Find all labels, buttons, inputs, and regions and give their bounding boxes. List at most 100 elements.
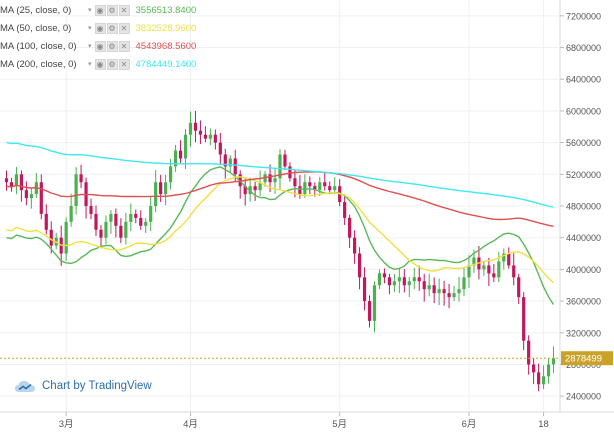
candle [268,174,272,183]
visibility-toggle-icon[interactable]: ◉ [94,22,106,34]
candle [188,122,193,135]
candle [392,281,396,286]
candle [173,150,178,167]
legend-row: MA (200, close, 0) ▾ ◉ ⚙ ✕ 4784449.1400 [0,57,196,71]
settings-gear-icon[interactable]: ⚙ [106,58,118,70]
candle [507,253,511,266]
candle [74,174,78,206]
price-tick-label: 4000000 [566,265,601,275]
candle [546,364,551,377]
close-icon[interactable]: ✕ [118,40,130,52]
candle [178,150,183,159]
settings-gear-icon[interactable]: ⚙ [106,22,118,34]
candle [333,186,337,191]
candle [149,206,153,222]
candle [407,281,411,286]
chevron-down-icon[interactable]: ▾ [88,43,92,50]
candle [462,277,466,290]
candle [119,225,123,238]
candle [283,154,287,167]
candle [348,217,352,238]
candle [522,297,526,341]
candle [223,154,227,167]
candle [387,277,392,286]
candle [551,358,556,365]
tradingview-watermark[interactable]: Chart by TradingView [14,378,152,394]
candle [343,202,347,218]
legend-value: 4784449.1400 [135,58,197,70]
legend-name: MA (50, close, 0) [0,22,72,34]
ma-line [6,176,554,284]
legend-name: MA (100, close, 0) [0,40,77,52]
candle [114,213,118,226]
candle [402,277,406,286]
candle [19,174,24,191]
candle [527,340,531,365]
tradingview-cloud-icon [15,381,35,392]
legend-row: MA (50, close, 0) ▾ ◉ ⚙ ✕ 3832528.9600 [0,21,196,35]
candle [129,213,133,222]
chevron-down-icon[interactable]: ▾ [88,25,92,32]
candle [253,186,257,191]
candle [377,273,382,286]
close-icon[interactable]: ✕ [118,58,130,70]
candle [124,221,128,238]
time-tick-label: 5月 [332,419,347,430]
visibility-toggle-icon[interactable]: ◉ [94,58,106,70]
candle [99,229,103,238]
candle [154,182,158,206]
legend-value: 4543968.5600 [135,40,197,52]
candle [193,122,198,131]
candle [64,221,68,254]
price-tick-label: 2400000 [566,392,601,402]
candle [44,213,48,230]
candle [183,134,188,159]
candle [432,285,436,294]
candle [258,182,262,191]
chevron-down-icon[interactable]: ▾ [88,7,92,14]
candle [293,178,297,187]
candle [238,174,242,187]
candle [218,142,222,155]
candle [422,281,426,290]
candle [228,158,232,167]
candle [472,257,476,266]
candle [198,130,203,135]
visibility-toggle-icon[interactable]: ◉ [94,4,106,16]
candle [502,253,506,262]
candle [412,277,416,282]
close-icon[interactable]: ✕ [118,22,130,34]
legend-name: MA (200, close, 0) [0,58,77,70]
candle [457,289,461,294]
candle [447,293,451,298]
candle [104,221,108,238]
time-tick-label: 6月 [462,419,477,430]
candle [303,182,307,195]
legend-value: 3832528.9600 [135,22,197,34]
candle [24,190,28,199]
candle [49,229,53,246]
candle [397,277,401,282]
candle [233,158,237,175]
close-icon[interactable]: ✕ [118,4,130,16]
price-tick-label: 6000000 [566,106,601,116]
price-tick-label: 6400000 [566,75,601,85]
visibility-toggle-icon[interactable]: ◉ [94,40,106,52]
candle [497,261,501,278]
candle [442,289,446,294]
candle [313,186,317,191]
candle [203,134,208,139]
settings-gear-icon[interactable]: ⚙ [106,4,118,16]
candle [139,217,143,226]
candle [213,134,217,143]
candle [467,265,471,278]
candle [367,301,372,321]
chevron-down-icon[interactable]: ▾ [88,61,92,68]
legend-row: MA (100, close, 0) ▾ ◉ ⚙ ✕ 4543968.5600 [0,39,196,53]
settings-gear-icon[interactable]: ⚙ [106,40,118,52]
candle [437,289,441,294]
last-price-label: 2878499 [565,354,602,365]
candle [4,178,9,183]
price-tick-label: 6800000 [566,43,601,53]
